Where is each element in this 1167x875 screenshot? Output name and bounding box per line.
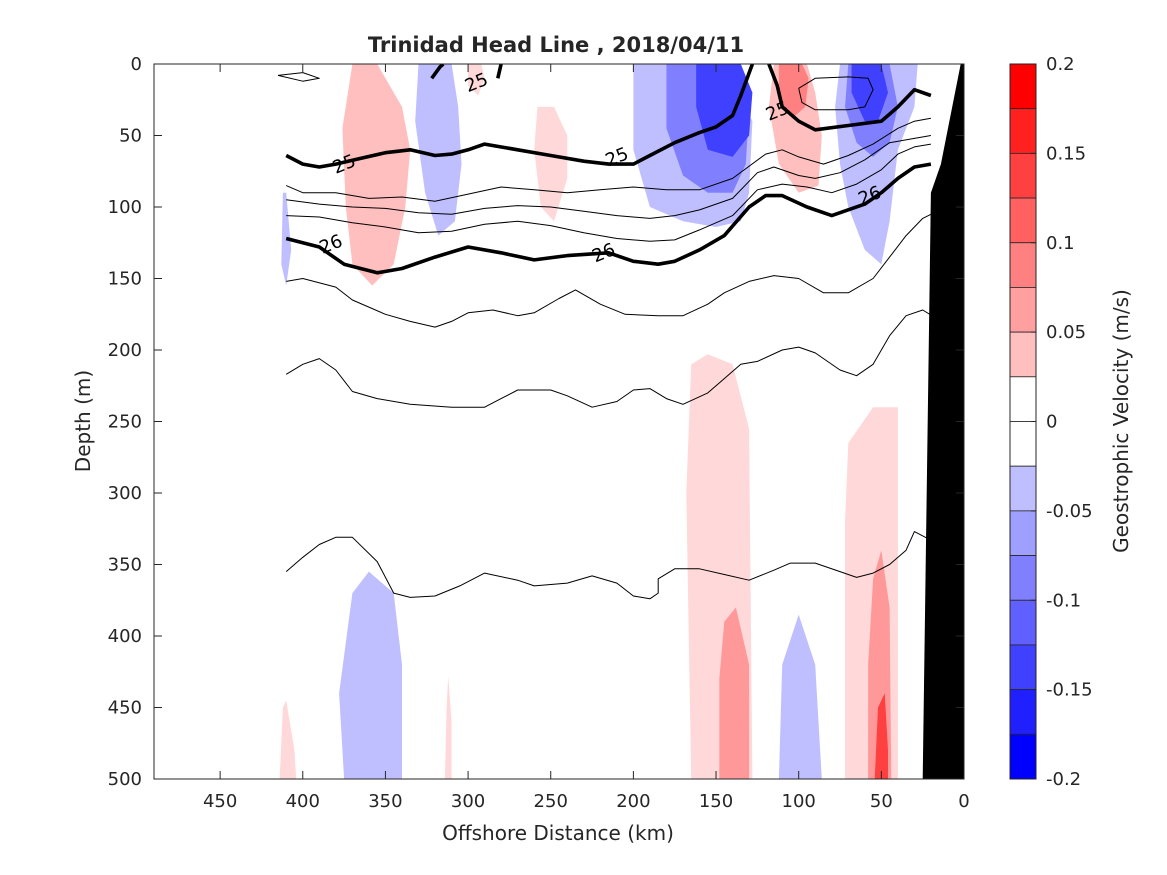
x-tick-label: 200	[616, 791, 650, 812]
y-tick-label: 450	[108, 698, 142, 719]
colorbar-bin	[1009, 599, 1037, 646]
y-tick-label: 150	[108, 269, 142, 290]
y-tick-label: 300	[108, 483, 142, 504]
colorbar-bin	[1009, 197, 1037, 244]
density-contours	[277, 64, 935, 600]
x-axis-label: Offshore Distance (km)	[442, 821, 674, 845]
colorbar-bin	[1009, 689, 1037, 735]
density-contour-bold	[767, 64, 932, 132]
colorbar-tick-label: 0.1	[1046, 233, 1075, 254]
velocity-region	[534, 106, 568, 222]
colorbar-bin	[1009, 555, 1037, 601]
velocity-region	[874, 693, 888, 779]
velocity-region	[339, 571, 402, 779]
y-tick-label: 400	[108, 626, 142, 647]
y-tick-label: 350	[108, 555, 142, 576]
seafloor-bathymetry	[922, 64, 964, 779]
velocity-region	[778, 614, 822, 779]
velocity-regions	[279, 64, 918, 779]
velocity-region	[468, 64, 485, 96]
colorbar-bin	[1009, 510, 1037, 556]
y-axis: 0 50 100 150 200 250 300 350 400 450 500	[108, 54, 964, 790]
velocity-region	[342, 64, 411, 286]
velocity-region	[851, 64, 888, 122]
x-tick-label: 150	[699, 791, 733, 812]
colorbar-label: Geostrophic Velocity (m/s)	[1109, 289, 1133, 553]
colorbar: 0.2 0.15 0.1 0.05 0 -0.05 -0.1 -0.15 -0.2	[1009, 54, 1093, 790]
velocity-region	[696, 64, 753, 157]
x-tick-label: 450	[203, 791, 237, 812]
x-tick-label: 0	[958, 791, 969, 812]
x-tick-label: 100	[782, 791, 816, 812]
x-tick-label: 350	[368, 791, 402, 812]
velocity-region	[444, 676, 452, 779]
y-tick-label: 500	[108, 769, 142, 790]
y-tick-label: 100	[108, 197, 142, 218]
colorbar-bin	[1009, 152, 1037, 199]
y-tick-label: 250	[108, 412, 142, 433]
density-contour	[286, 135, 931, 219]
colorbar-tick-label: 0.05	[1046, 322, 1086, 343]
colorbar-bin	[1009, 644, 1037, 691]
colorbar-bin	[1009, 242, 1037, 288]
colorbar-bin	[1009, 421, 1037, 467]
velocity-region	[279, 700, 297, 779]
x-tick-label: 400	[286, 791, 320, 812]
colorbar-bin	[1009, 63, 1037, 110]
x-axis: 450 400 350 300 250 200 150 100 50 0	[203, 64, 970, 812]
colorbar-tick-label: -0.2	[1046, 769, 1081, 790]
density-contour-bold	[430, 64, 445, 80]
density-contour	[277, 72, 320, 82]
density-contour	[285, 531, 932, 600]
density-contour	[286, 212, 935, 328]
y-axis-label: Depth (m)	[71, 370, 95, 472]
density-contour	[798, 76, 874, 111]
colorbar-tick-label: 0.2	[1046, 54, 1075, 75]
density-contour-bold	[285, 162, 932, 275]
colorbar-bin	[1009, 331, 1037, 378]
colorbar-tick-label: -0.05	[1046, 501, 1093, 522]
bathymetry-layer	[922, 64, 964, 779]
colorbar-bin	[1009, 376, 1037, 422]
y-tick-label: 0	[131, 54, 142, 75]
density-contour	[286, 143, 931, 242]
density-contour	[285, 309, 935, 408]
colorbar-bin	[1009, 287, 1037, 333]
colorbar-bin	[1009, 465, 1037, 512]
velocity-region	[415, 64, 462, 236]
density-contour-bold	[285, 64, 755, 169]
colorbar-tick-label: 0	[1046, 412, 1057, 433]
colorbar-tick-label: 0.15	[1046, 143, 1086, 164]
colorbar-tick-label: -0.1	[1046, 590, 1081, 611]
x-tick-label: 50	[870, 791, 893, 812]
velocity-region	[719, 607, 750, 779]
chart-title: Trinidad Head Line , 2018/04/11	[368, 33, 744, 57]
density-contour	[286, 117, 931, 202]
x-tick-label: 300	[451, 791, 485, 812]
colorbar-bin	[1009, 108, 1037, 154]
y-tick-label: 200	[108, 340, 142, 361]
colorbar-bin	[1009, 733, 1037, 780]
colorbar-tick-label: -0.15	[1046, 680, 1093, 701]
density-contour-bold	[496, 64, 503, 79]
velocity-region	[778, 64, 809, 119]
x-tick-label: 250	[534, 791, 568, 812]
y-tick-label: 50	[119, 126, 142, 147]
